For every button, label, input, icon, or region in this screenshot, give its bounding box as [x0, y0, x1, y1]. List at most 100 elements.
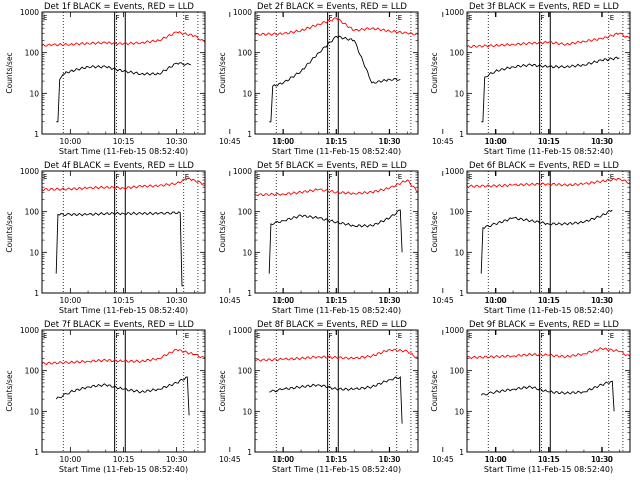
detector-plot-4: Det 4f BLACK = Events, RED = LLD Counts/s… — [5, 161, 400, 315]
x-axis-label: Start Time (11-Feb-15 08:52:40) — [272, 306, 401, 315]
detector-plot-5: Det 5f BLACK = Events, RED = LLD Counts/s… — [218, 161, 613, 315]
marker-label: F — [541, 173, 545, 181]
plot-title: Det 9f BLACK = Events, RED = LLD — [469, 320, 619, 330]
y-axis-label: Counts/sec — [218, 52, 227, 93]
x-axis-label: Start Time (11-Feb-15 08:52:40) — [272, 147, 401, 156]
x-tick-label: 11:00 — [485, 455, 507, 464]
y-axis-label: Counts/sec — [218, 211, 227, 252]
plot-title: Det 6f BLACK = Events, RED = LLD — [469, 161, 619, 171]
x-tick-label: 11:30 — [378, 296, 400, 305]
events-series-line — [268, 209, 403, 274]
events-series-line — [480, 380, 615, 412]
events-series-line — [56, 62, 191, 123]
x-tick-label: 10:00 — [60, 455, 82, 464]
detector-plot-6: Det 6f BLACK = Events, RED = LLD Counts/s… — [430, 161, 631, 315]
plot-title: Det 5f BLACK = Events, RED = LLD — [257, 161, 407, 171]
y-tick-label: 1000 — [233, 167, 252, 176]
x-tick-label: 10:45 — [432, 296, 454, 305]
x-tick-label: 11:30 — [591, 455, 613, 464]
marker-label: E — [468, 173, 472, 181]
plot-frame — [41, 329, 206, 453]
marker-label: F — [116, 173, 120, 181]
x-tick-label: 10:15 — [538, 455, 560, 464]
y-tick-label: 100 — [238, 49, 253, 58]
marker-label: F — [541, 332, 545, 340]
y-tick-label: 10 — [29, 89, 39, 98]
events-series-line — [481, 56, 620, 123]
x-tick-label: 10:00 — [60, 137, 82, 146]
y-tick-label: 100 — [25, 367, 40, 376]
x-tick-label: 11:00 — [272, 296, 294, 305]
marker-label: E — [43, 173, 47, 181]
y-tick-label: 10 — [454, 248, 464, 257]
x-tick-label: 11:15 — [538, 137, 560, 146]
x-tick-label: 10:30 — [166, 137, 188, 146]
x-tick-label: 10:15 — [538, 296, 560, 305]
marker-label: F — [329, 173, 333, 181]
x-tick-label: 10:45 — [219, 455, 241, 464]
y-axis-label: Counts/sec — [5, 52, 14, 93]
x-tick-label: 10:30 — [166, 455, 188, 464]
y-tick-label: 100 — [450, 49, 465, 58]
y-tick-label: 10 — [29, 248, 39, 257]
x-tick-label: 11:15 — [538, 455, 560, 464]
x-tick-label: 10:00 — [60, 296, 82, 305]
plot-frame — [466, 170, 631, 294]
lld-series-line — [466, 177, 631, 189]
x-tick-label: 11:15 — [325, 296, 347, 305]
marker-label: E — [43, 14, 47, 22]
y-axis-label: Counts/sec — [430, 370, 439, 411]
events-series-line — [480, 209, 613, 274]
events-series-line — [269, 375, 403, 424]
x-tick-label: 11:30 — [591, 296, 613, 305]
lld-series-line — [466, 347, 631, 360]
x-tick-label: 10:30 — [591, 137, 613, 146]
x-tick-label: 11:15 — [538, 296, 560, 305]
marker-label: E — [468, 332, 472, 340]
x-axis-label: Start Time (11-Feb-15 08:52:40) — [59, 147, 188, 156]
marker-label: E — [610, 332, 614, 340]
detector-plot-3: Det 3f BLACK = Events, RED = LLD Counts/s… — [430, 2, 631, 156]
x-tick-label: 11:30 — [378, 137, 400, 146]
y-tick-label: 10 — [29, 407, 39, 416]
marker-label: F — [116, 14, 120, 22]
y-tick-label: 1 — [247, 448, 252, 457]
marker-label: E — [398, 14, 402, 22]
x-tick-label: 11:00 — [272, 137, 294, 146]
x-axis-label: Start Time (11-Feb-15 08:52:40) — [484, 147, 613, 156]
lld-series-line — [41, 177, 206, 192]
lld-series-line — [254, 348, 419, 362]
lld-series-line — [41, 31, 206, 47]
y-axis-label: Counts/sec — [218, 370, 227, 411]
plot-frame — [254, 170, 419, 294]
x-tick-label: 10:45 — [432, 137, 454, 146]
x-tick-label: 10:15 — [113, 137, 135, 146]
events-series-line — [55, 376, 190, 416]
marker-label: F — [329, 14, 333, 22]
plot-frame — [466, 329, 631, 453]
y-tick-label: 1000 — [445, 167, 464, 176]
y-tick-label: 100 — [238, 367, 253, 376]
lld-series-line — [466, 32, 631, 48]
plot-title: Det 4f BLACK = Events, RED = LLD — [44, 161, 194, 171]
marker-label: E — [256, 332, 260, 340]
x-tick-label: 10:15 — [113, 296, 135, 305]
y-tick-label: 100 — [450, 367, 465, 376]
y-tick-label: 10 — [242, 89, 252, 98]
x-tick-label: 11:00 — [272, 455, 294, 464]
y-tick-label: 1000 — [445, 8, 464, 17]
y-axis-label: Counts/sec — [5, 211, 14, 252]
x-tick-label: 10:30 — [591, 455, 613, 464]
plot-title: Det 1f BLACK = Events, RED = LLD — [44, 2, 194, 12]
y-axis-label: Counts/sec — [430, 52, 439, 93]
plot-title: Det 7f BLACK = Events, RED = LLD — [44, 320, 194, 330]
marker-label: F — [329, 332, 333, 340]
x-tick-label: 10:00 — [273, 296, 295, 305]
plot-title: Det 8f BLACK = Events, RED = LLD — [257, 320, 407, 330]
marker-label: E — [468, 14, 472, 22]
x-tick-label: 10:45 — [219, 296, 241, 305]
x-tick-label: 10:30 — [379, 137, 401, 146]
marker-label: E — [610, 14, 614, 22]
y-tick-label: 100 — [450, 208, 465, 217]
lld-series-line — [254, 179, 419, 197]
